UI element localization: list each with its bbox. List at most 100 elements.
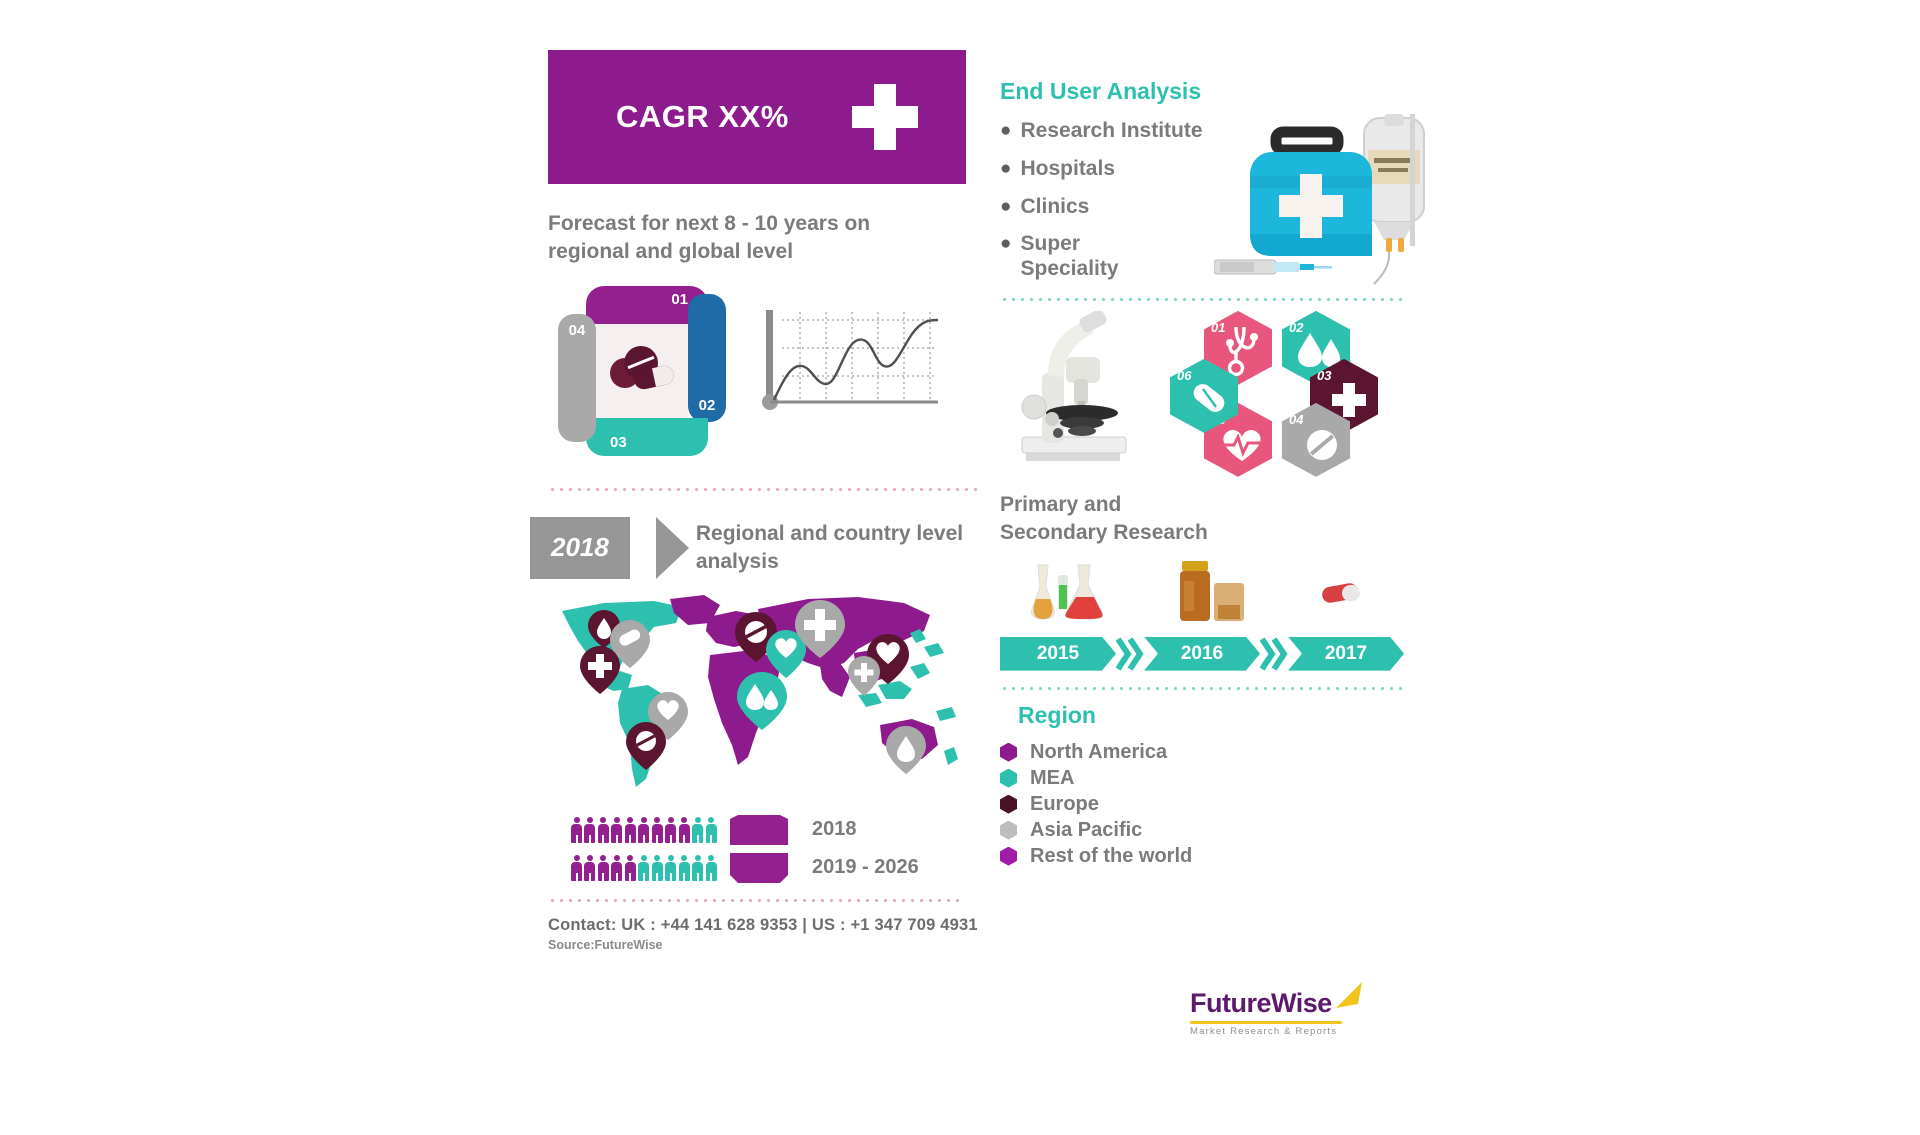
stethoscope-icon bbox=[1226, 326, 1258, 377]
region-legend: North America MEA Europe Asia Pacific Re… bbox=[1000, 741, 1440, 868]
map-pin-heart-eurasia bbox=[766, 629, 806, 678]
heartbeat-icon bbox=[1222, 429, 1261, 461]
map-pin-droplet-australia bbox=[886, 725, 926, 774]
logo-rule bbox=[1190, 1021, 1342, 1024]
person-icon bbox=[691, 854, 704, 881]
year-analysis-row: 2018 Regional and country level analysis bbox=[530, 516, 978, 579]
section-divider-teal-2 bbox=[1000, 686, 1404, 690]
capsule-icon bbox=[1322, 582, 1360, 603]
list-item: ● Super Speciality bbox=[1000, 232, 1440, 282]
region-legend-item: Rest of the world bbox=[1000, 845, 1440, 868]
people-legend-row-2018: 2018 bbox=[570, 813, 978, 847]
end-user-item-label: Hospitals bbox=[1020, 156, 1116, 180]
end-user-list: ● Research Institute ● Hospitals ● Clini… bbox=[1000, 119, 1440, 282]
list-item: ● Hospitals bbox=[1000, 157, 1440, 182]
timeline-segment-2017: 2017 bbox=[1288, 637, 1404, 671]
cagr-label: CAGR XX% bbox=[616, 99, 789, 134]
person-icon bbox=[651, 816, 663, 843]
person-icon bbox=[691, 816, 704, 843]
map-pin-droplets-africa bbox=[737, 671, 787, 730]
hex-bar-2019-2026 bbox=[730, 852, 788, 883]
region-label-asia-pacific: Asia Pacific bbox=[1030, 818, 1143, 841]
timeline-bar: 2015 2016 20 bbox=[1000, 637, 1404, 671]
droplets-icon bbox=[1298, 332, 1340, 367]
year-tag-2018: 2018 bbox=[530, 516, 689, 579]
people-legend-label-2019-2026: 2019 - 2026 bbox=[812, 856, 919, 879]
hexagon-number-06: 06 bbox=[1177, 367, 1192, 383]
world-map bbox=[558, 593, 978, 803]
hexagon-number-04: 04 bbox=[1289, 411, 1304, 427]
research-heading: Primary and Secondary Research bbox=[1000, 491, 1440, 547]
logo-text-part1: Future bbox=[1190, 988, 1272, 1018]
year-tag-label: 2018 bbox=[551, 532, 609, 563]
person-icon bbox=[583, 854, 596, 881]
timeline-year-2016: 2016 bbox=[1180, 642, 1224, 664]
person-icon bbox=[637, 854, 650, 881]
list-item: ● Research Institute bbox=[1000, 119, 1440, 144]
end-user-item-label: Super Speciality bbox=[1020, 232, 1119, 281]
person-icon bbox=[664, 854, 677, 881]
hexagon-06: 06 bbox=[1170, 358, 1238, 433]
region-label-north-america: North America bbox=[1030, 740, 1168, 763]
contact-line: Contact: UK : +44 141 628 9353 | US : +1… bbox=[548, 915, 978, 934]
timeline-chevron-2 bbox=[1260, 637, 1288, 671]
map-pin-layer bbox=[580, 599, 926, 774]
person-icon bbox=[570, 854, 582, 881]
person-icon bbox=[678, 816, 690, 843]
pills-icon bbox=[610, 345, 676, 392]
person-icon bbox=[624, 854, 636, 881]
right-column: End User Analysis ● Research Institute ●… bbox=[1000, 78, 1440, 871]
region-swatch-mea bbox=[1000, 768, 1017, 788]
quadrant-segment-03: 03 bbox=[586, 417, 708, 456]
medical-cross-icon bbox=[852, 84, 918, 150]
region-legend-item: North America bbox=[1000, 741, 1440, 764]
quadrant-segment-04: 04 bbox=[558, 313, 596, 442]
map-pin-cross-na bbox=[580, 645, 620, 694]
person-icon bbox=[610, 816, 623, 843]
timeline-chevron-1 bbox=[1116, 637, 1144, 671]
hexagon-04: 04 bbox=[1282, 402, 1350, 477]
quadrant-diagram: 01 02 03 04 bbox=[558, 285, 726, 456]
cagr-banner: CAGR XX% bbox=[548, 50, 966, 184]
people-icons-2019-2026 bbox=[570, 854, 718, 881]
region-swatch-europe bbox=[1000, 794, 1017, 814]
region-label-europe: Europe bbox=[1030, 792, 1099, 815]
person-icon bbox=[597, 816, 609, 843]
quadrant-label-01: 01 bbox=[671, 290, 688, 308]
trend-line-chart bbox=[762, 309, 939, 410]
quadrant-label-02: 02 bbox=[698, 396, 716, 414]
hexagon-cluster: 01 02 bbox=[1170, 310, 1378, 477]
quadrant-label-04: 04 bbox=[568, 321, 586, 339]
person-icon bbox=[651, 854, 663, 881]
person-icon bbox=[637, 816, 650, 843]
section-divider-teal bbox=[1000, 297, 1404, 301]
flasks-icon bbox=[1031, 564, 1103, 620]
timeline-segment-2015: 2015 bbox=[1000, 637, 1116, 671]
list-item: ● Clinics bbox=[1000, 195, 1440, 220]
people-legend-row-2019-2026: 2019 - 2026 bbox=[570, 851, 978, 885]
logo-tagline: Market Research & Reports bbox=[1190, 1026, 1338, 1037]
research-heading-line1: Primary and bbox=[1000, 492, 1122, 516]
medicine-bottle-icon bbox=[1180, 560, 1244, 621]
person-icon bbox=[610, 854, 623, 881]
region-label-rest-of-world: Rest of the world bbox=[1030, 844, 1193, 867]
bullet-dot-icon: ● bbox=[1000, 157, 1012, 179]
hexagon-number-01: 01 bbox=[1211, 319, 1226, 335]
region-legend-item: Asia Pacific bbox=[1000, 819, 1440, 842]
quadrant-chart-row: 01 02 03 04 bbox=[548, 285, 978, 466]
capsule-icon bbox=[1193, 383, 1225, 412]
map-pin-capsule-na bbox=[610, 619, 650, 668]
logo-arrow-icon bbox=[1336, 982, 1362, 1008]
microscope-icon bbox=[1021, 310, 1127, 461]
region-swatch-rest-of-world bbox=[1000, 846, 1017, 866]
futurewise-logo: FutureWise Market Research & Reports bbox=[1190, 982, 1362, 1046]
hexagon-number-03: 03 bbox=[1317, 367, 1332, 383]
research-row: 01 02 bbox=[1000, 310, 1440, 487]
quadrant-segment-02: 02 bbox=[688, 293, 726, 422]
hexagon-02: 02 bbox=[1282, 310, 1350, 385]
source-line: Source:FutureWise bbox=[548, 937, 663, 952]
people-icons-2018 bbox=[570, 816, 718, 843]
syringe-icon bbox=[1214, 259, 1332, 275]
timeline: 2015 2016 20 bbox=[1000, 560, 1440, 671]
